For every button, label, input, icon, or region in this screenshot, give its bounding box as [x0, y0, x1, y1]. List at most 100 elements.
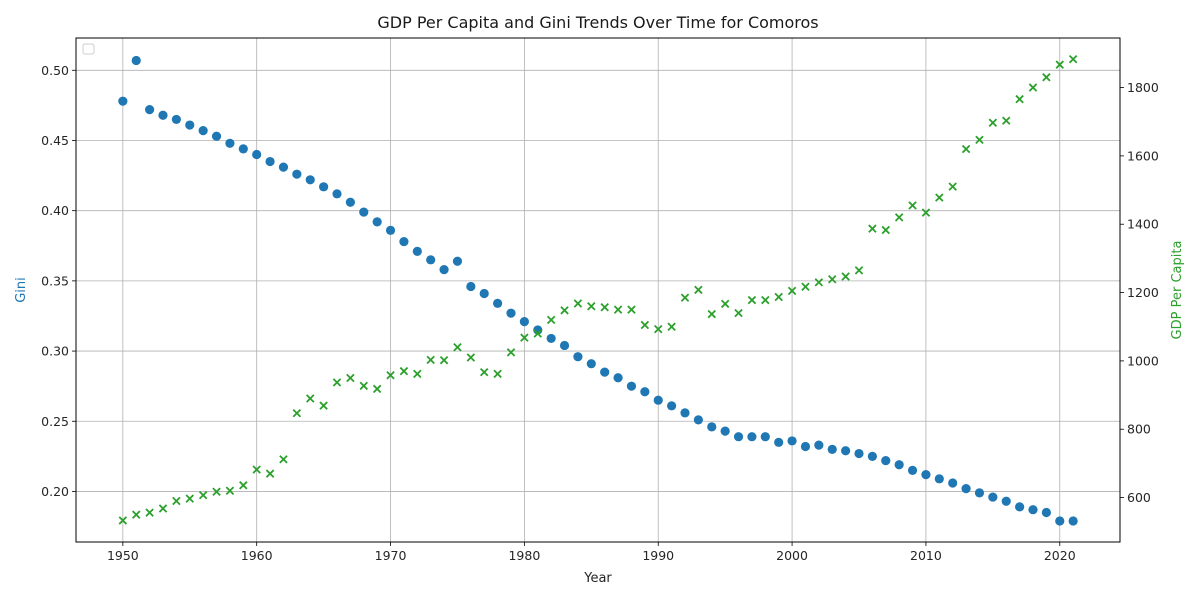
- gdp-point: [520, 333, 529, 342]
- gini-point: [934, 474, 944, 484]
- gdp-point-stroke: [774, 292, 783, 302]
- gdp-point-stroke: [935, 193, 944, 202]
- gini-point: [707, 422, 717, 432]
- gini-point: [506, 308, 516, 318]
- gdp-point: [145, 508, 154, 517]
- gdp-point-stroke: [908, 201, 917, 210]
- right-y-tick-label: 1200: [1127, 285, 1159, 300]
- gdp-point-stroke: [466, 353, 476, 362]
- gdp-point: [988, 118, 998, 127]
- x-axis-label: Year: [583, 571, 612, 586]
- gini-point: [974, 488, 985, 498]
- gini-point: [158, 110, 168, 120]
- gini-point: [305, 175, 315, 185]
- gdp-point: [372, 384, 382, 394]
- gdp-point-stroke: [921, 208, 931, 217]
- gdp-point-stroke: [265, 469, 275, 478]
- gdp-point: [493, 369, 502, 379]
- gini-point: [493, 298, 503, 308]
- gdp-point-stroke: [239, 481, 248, 490]
- gdp-point: [212, 487, 221, 497]
- gdp-point-stroke: [894, 213, 904, 222]
- gdp-point: [894, 213, 904, 222]
- gini-point: [225, 138, 235, 148]
- gdp-point-stroke: [1015, 94, 1024, 104]
- gdp-point: [908, 201, 917, 210]
- chart-title: GDP Per Capita and Gini Trends Over Time…: [377, 13, 818, 32]
- gdp-point-stroke: [426, 355, 435, 365]
- gini-point: [733, 432, 744, 442]
- gdp-point: [1028, 83, 1038, 92]
- gdp-point-stroke: [225, 486, 235, 495]
- gdp-point: [225, 486, 235, 495]
- gdp-point: [346, 373, 355, 383]
- gini-point: [760, 432, 770, 442]
- gdp-point: [332, 378, 342, 387]
- gdp-point: [921, 208, 931, 217]
- gini-point: [747, 432, 757, 442]
- grid: [76, 38, 1120, 542]
- gdp-point-stroke: [627, 305, 636, 314]
- gdp-point-stroke: [185, 494, 195, 503]
- gdp-point-stroke: [801, 282, 810, 291]
- gdp-point-stroke: [961, 144, 971, 154]
- gdp-point: [827, 275, 837, 284]
- gini-point: [1055, 516, 1065, 526]
- gini-point: [1041, 507, 1051, 518]
- gini-point: [1001, 496, 1011, 506]
- gini-point: [145, 104, 155, 115]
- x-tick-label: 1980: [508, 548, 540, 563]
- gdp-point-stroke: [453, 342, 462, 352]
- gdp-point: [600, 303, 609, 312]
- gdp-point: [453, 342, 462, 352]
- gdp-point: [1015, 94, 1024, 104]
- left-y-tick-label: 0.35: [41, 273, 69, 288]
- gini-point: [265, 156, 275, 167]
- gdp-point: [774, 292, 783, 302]
- gini-series: [118, 55, 1078, 526]
- gdp-point: [466, 353, 476, 362]
- left-y-tick-label: 0.25: [41, 414, 69, 429]
- gdp-point: [198, 490, 208, 500]
- gdp-point-stroke: [1028, 83, 1038, 92]
- gini-point: [238, 144, 248, 154]
- gdp-point: [747, 295, 757, 305]
- gdp-point-stroke: [988, 118, 998, 127]
- gini-point: [881, 455, 891, 466]
- gdp-point-stroke: [386, 371, 395, 380]
- x-tick-label: 1970: [375, 548, 407, 563]
- gini-point: [118, 96, 128, 106]
- gdp-point: [533, 329, 543, 338]
- gini-point: [961, 484, 971, 494]
- gdp-point-stroke: [145, 508, 154, 517]
- gdp-point-stroke: [198, 490, 208, 500]
- gini-point: [867, 451, 877, 461]
- left-y-axis-label: Gini: [14, 277, 29, 303]
- gdp-point-stroke: [131, 510, 141, 519]
- right-y-axis-label: GDP Per Capita: [1170, 241, 1185, 340]
- gini-point: [452, 256, 463, 266]
- gini-point: [131, 55, 141, 66]
- gdp-point: [841, 272, 850, 281]
- gini-point: [787, 436, 797, 446]
- gini-point: [800, 441, 811, 452]
- gdp-point-stroke: [520, 333, 529, 342]
- gdp-point: [172, 496, 181, 506]
- gdp-point-stroke: [346, 373, 355, 383]
- gdp-point-stroke: [854, 266, 864, 275]
- gini-point: [372, 217, 382, 227]
- gdp-point-stroke: [279, 455, 288, 464]
- gdp-point-stroke: [948, 182, 957, 191]
- left-y-tick-label: 0.50: [41, 63, 69, 78]
- gini-point: [693, 415, 703, 425]
- gdp-point-stroke: [827, 275, 837, 284]
- gdp-point: [613, 305, 623, 314]
- gdp-point: [252, 465, 261, 474]
- gdp-point: [814, 278, 824, 287]
- gdp-point: [265, 469, 275, 478]
- gini-point: [1068, 516, 1078, 526]
- gini-point: [1028, 505, 1038, 515]
- right-y-axis: 600 800 1000 1200 1400 1600 1800: [1120, 80, 1159, 505]
- gini-point: [426, 255, 436, 265]
- gini-point: [841, 446, 851, 456]
